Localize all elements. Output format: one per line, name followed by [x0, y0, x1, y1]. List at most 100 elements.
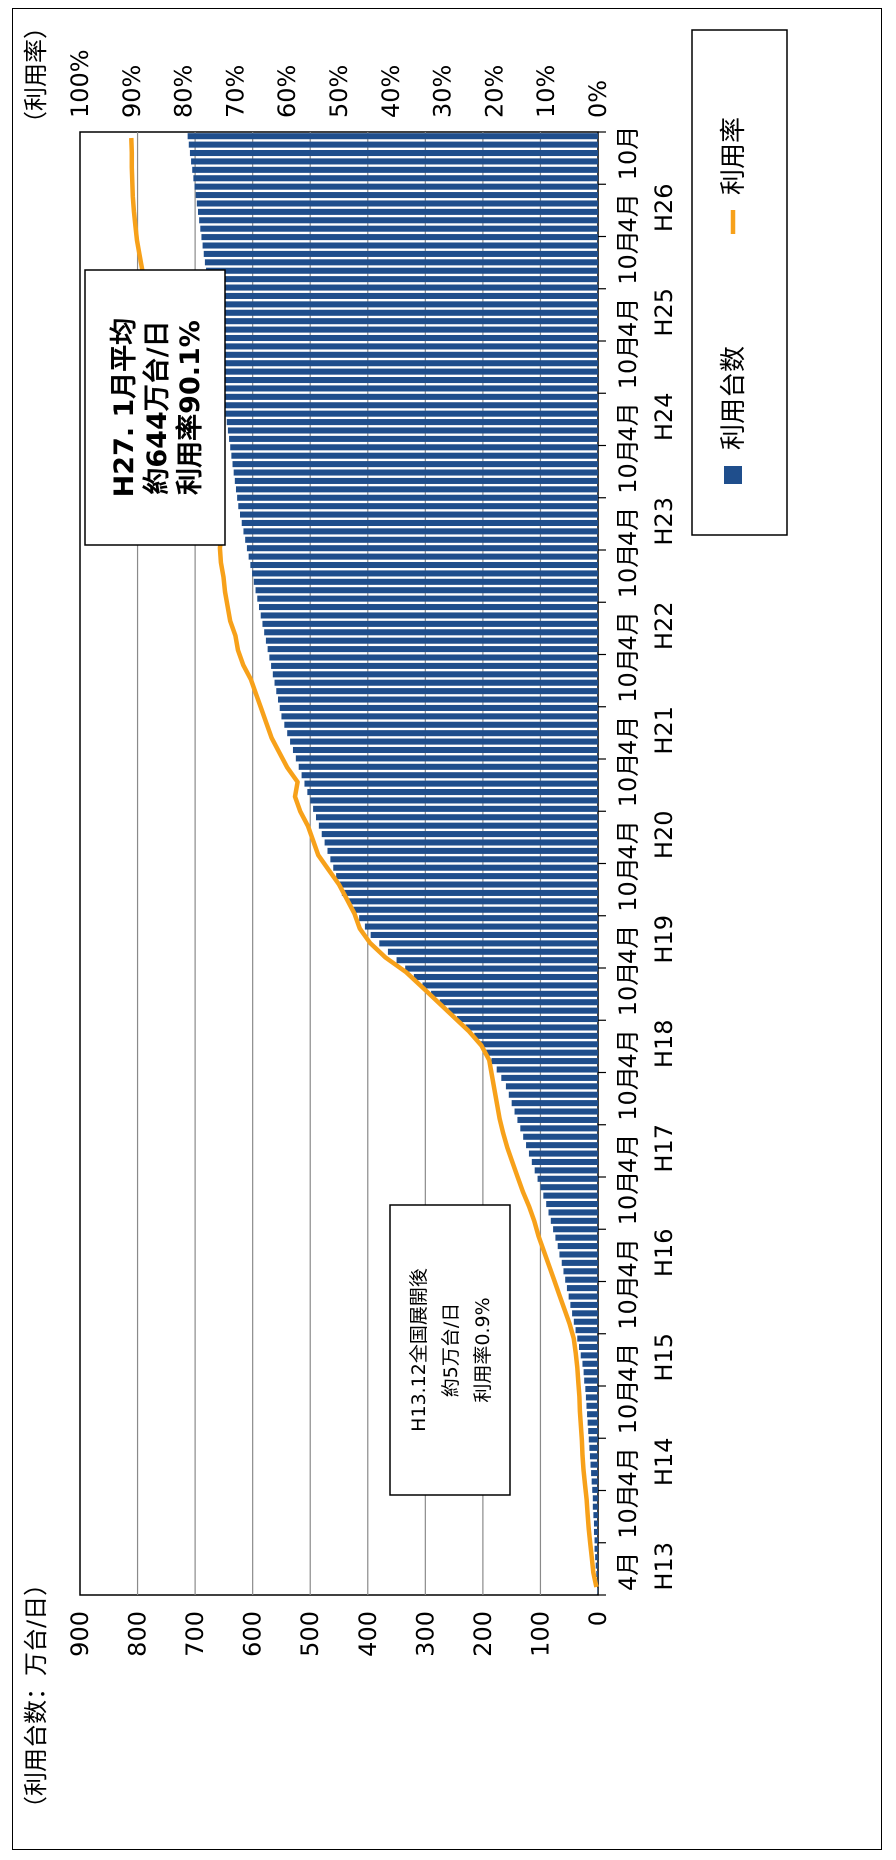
right-axis-tick-label: 100%	[66, 49, 94, 118]
bar	[589, 1444, 598, 1451]
legend: 利用台数 利用率	[691, 29, 788, 536]
bar	[448, 1007, 598, 1014]
bar	[232, 461, 598, 468]
bar	[585, 1385, 598, 1393]
bar	[200, 225, 598, 232]
bar	[223, 393, 599, 400]
bar	[465, 1024, 598, 1031]
bar	[243, 528, 599, 535]
bar	[523, 1133, 599, 1140]
bar	[199, 217, 598, 224]
bar	[336, 873, 598, 880]
x-month-label: 4月	[614, 402, 642, 441]
annotation-latest-line-1: H27. 1月平均	[109, 318, 140, 498]
bar	[279, 704, 598, 711]
annotation-rollout: H13.12全国展開後 約5万台/日 利用率0.9%	[389, 1204, 511, 1496]
bar	[594, 1545, 599, 1552]
bar	[359, 915, 598, 922]
bar	[508, 1091, 598, 1098]
bar	[431, 990, 599, 997]
annotation-latest: H27. 1月平均 約644万台/日 利用率90.1%	[84, 269, 226, 546]
bar	[566, 1285, 598, 1292]
bar	[245, 536, 598, 543]
bar	[595, 1562, 598, 1569]
bar	[591, 1470, 598, 1477]
bar	[271, 662, 598, 669]
bar	[405, 965, 599, 972]
x-month-label: 10月	[614, 335, 642, 390]
x-year-label: H18	[650, 1019, 678, 1068]
x-month-label: 4月	[614, 820, 642, 859]
bar	[295, 755, 598, 762]
annotation-rollout-line-2: 約5万台/日	[440, 1303, 462, 1398]
bar	[226, 419, 598, 426]
bar	[585, 1394, 598, 1401]
x-year-label: H21	[650, 706, 678, 755]
bar	[210, 301, 598, 308]
bar	[298, 763, 598, 770]
bar	[543, 1192, 598, 1199]
bar	[439, 999, 598, 1006]
x-year-label: H24	[650, 392, 678, 441]
legend-box	[691, 29, 788, 536]
left-axis-tick-label: 800	[124, 1611, 152, 1657]
bar	[212, 318, 598, 325]
bar	[191, 158, 599, 165]
bar	[364, 923, 598, 930]
bar	[274, 679, 598, 686]
x-year-label: H25	[650, 288, 678, 337]
annotation-rollout-box	[389, 1204, 511, 1496]
bar	[592, 1486, 599, 1493]
bar	[593, 1512, 599, 1519]
bar	[333, 864, 598, 871]
bar	[413, 973, 599, 981]
bar	[550, 1217, 598, 1224]
bar	[222, 385, 598, 392]
bar	[584, 1377, 598, 1384]
bar	[341, 889, 598, 896]
annotation-rollout-line-1: H13.12全国展開後	[408, 1268, 430, 1432]
x-axis-ticks	[598, 131, 606, 1596]
bar	[480, 1041, 598, 1048]
bar	[234, 477, 599, 484]
bar	[194, 183, 598, 190]
x-month-label: 10月	[614, 1380, 642, 1435]
bar	[474, 1032, 598, 1039]
bar	[580, 1352, 599, 1359]
x-year-label: H19	[650, 915, 678, 964]
bar	[596, 1570, 598, 1578]
bar	[353, 906, 598, 913]
bar	[267, 646, 598, 653]
left-axis-tick-label: 200	[469, 1611, 497, 1657]
bar	[327, 847, 598, 854]
bar	[568, 1293, 598, 1300]
bar	[548, 1209, 598, 1216]
bar	[287, 730, 598, 737]
bar	[214, 326, 599, 333]
x-month-label: 4月	[614, 507, 642, 546]
x-month-label: 4月	[614, 1029, 642, 1068]
bar	[221, 377, 598, 384]
bar	[501, 1074, 599, 1081]
x-year-label: H22	[650, 601, 678, 650]
right-axis-ticks: 0% 10% 20% 30% 40% 50% 60% 70% 80% 90% 100%	[66, 49, 612, 118]
bar	[252, 570, 598, 577]
bar	[241, 519, 598, 527]
x-year-label: H23	[650, 497, 678, 546]
x-year-label: H20	[650, 810, 678, 859]
bar	[208, 284, 599, 291]
bar	[588, 1436, 599, 1443]
legend-label-usage-count: 利用台数	[719, 346, 749, 450]
chart-frame	[12, 8, 882, 1850]
bar	[264, 629, 598, 636]
bar	[218, 360, 598, 367]
left-axis-tick-label: 400	[354, 1611, 382, 1657]
bar	[496, 1066, 598, 1073]
right-axis-tick-label: 90%	[118, 65, 146, 118]
bar	[189, 149, 598, 157]
annotation-latest-line-2: 約644万台/日	[141, 320, 173, 494]
rotated-plot: 4月10月4月10月4月10月4月10月4月10月4月10月4月10月4月10月…	[22, 15, 788, 1820]
left-axis-tick-label: 600	[239, 1611, 267, 1657]
x-year-label: H13	[650, 1542, 678, 1591]
bar	[591, 1478, 598, 1485]
